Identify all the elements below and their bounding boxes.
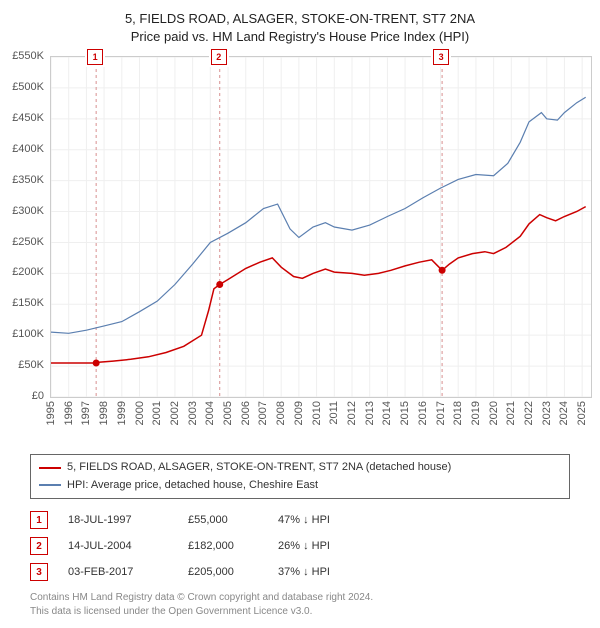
title-line-1: 5, FIELDS ROAD, ALSAGER, STOKE-ON-TRENT,… [8, 10, 592, 28]
event-marker-badge: 1 [87, 49, 103, 65]
y-tick-label: £0 [32, 390, 44, 402]
x-tick-label: 2016 [417, 401, 429, 425]
x-tick-label: 2018 [452, 401, 464, 425]
x-tick-label: 2009 [293, 401, 305, 425]
event-price: £55,000 [188, 514, 258, 526]
x-tick-label: 2004 [204, 401, 216, 425]
x-tick-label: 2023 [541, 401, 553, 425]
event-row: 3 03-FEB-2017 £205,000 37% ↓ HPI [30, 559, 570, 585]
event-marker-badge: 3 [433, 49, 449, 65]
footer-line-2: This data is licensed under the Open Gov… [30, 605, 570, 619]
footer-attribution: Contains HM Land Registry data © Crown c… [30, 591, 570, 618]
x-tick-label: 2025 [576, 401, 588, 425]
x-tick-label: 2011 [328, 401, 340, 425]
event-delta: 26% ↓ HPI [278, 540, 378, 552]
legend-label: HPI: Average price, detached house, Ches… [67, 477, 318, 495]
y-tick-label: £150K [12, 297, 44, 309]
x-tick-label: 1998 [98, 401, 110, 425]
x-tick-label: 2022 [523, 401, 535, 425]
events-table: 1 18-JUL-1997 £55,000 47% ↓ HPI 2 14-JUL-2004… [30, 507, 570, 585]
y-tick-label: £50K [18, 359, 44, 371]
x-tick-label: 2014 [381, 401, 393, 425]
event-badge: 3 [30, 563, 48, 581]
x-tick-label: 1995 [45, 401, 57, 425]
y-tick-label: £300K [12, 205, 44, 217]
y-tick-label: £400K [12, 143, 44, 155]
x-tick-label: 2006 [240, 401, 252, 425]
event-price: £182,000 [188, 540, 258, 552]
legend-swatch [39, 484, 61, 486]
x-tick-label: 2008 [275, 401, 287, 425]
event-row: 2 14-JUL-2004 £182,000 26% ↓ HPI [30, 533, 570, 559]
x-tick-label: 2000 [134, 401, 146, 425]
y-tick-label: £500K [12, 81, 44, 93]
x-tick-label: 2013 [364, 401, 376, 425]
x-tick-label: 1996 [63, 401, 75, 425]
chart-title: 5, FIELDS ROAD, ALSAGER, STOKE-ON-TRENT,… [0, 0, 600, 51]
legend: 5, FIELDS ROAD, ALSAGER, STOKE-ON-TRENT,… [30, 454, 570, 499]
event-row: 1 18-JUL-1997 £55,000 47% ↓ HPI [30, 507, 570, 533]
event-date: 14-JUL-2004 [68, 540, 168, 552]
title-line-2: Price paid vs. HM Land Registry's House … [8, 28, 592, 46]
x-tick-label: 2003 [187, 401, 199, 425]
legend-item: HPI: Average price, detached house, Ches… [39, 477, 561, 495]
y-tick-label: £250K [12, 236, 44, 248]
x-tick-label: 2001 [151, 401, 163, 425]
x-tick-label: 2005 [222, 401, 234, 425]
x-tick-label: 2012 [346, 401, 358, 425]
y-tick-label: £100K [12, 328, 44, 340]
event-delta: 47% ↓ HPI [278, 514, 378, 526]
x-tick-label: 2020 [488, 401, 500, 425]
event-badge: 2 [30, 537, 48, 555]
x-tick-label: 2019 [470, 401, 482, 425]
x-tick-label: 2024 [558, 401, 570, 425]
y-tick-label: £550K [12, 50, 44, 62]
footer-line-1: Contains HM Land Registry data © Crown c… [30, 591, 570, 605]
x-tick-label: 2002 [169, 401, 181, 425]
x-tick-label: 2017 [435, 401, 447, 425]
x-tick-label: 2015 [399, 401, 411, 425]
y-tick-label: £450K [12, 112, 44, 124]
plot-svg [51, 57, 591, 397]
x-tick-label: 2010 [311, 401, 323, 425]
event-price: £205,000 [188, 566, 258, 578]
event-marker-badge: 2 [211, 49, 227, 65]
event-date: 03-FEB-2017 [68, 566, 168, 578]
legend-label: 5, FIELDS ROAD, ALSAGER, STOKE-ON-TRENT,… [67, 459, 451, 477]
plot-area [50, 56, 592, 398]
x-tick-label: 1997 [80, 401, 92, 425]
chart-container: 5, FIELDS ROAD, ALSAGER, STOKE-ON-TRENT,… [0, 0, 600, 618]
legend-item: 5, FIELDS ROAD, ALSAGER, STOKE-ON-TRENT,… [39, 459, 561, 477]
x-tick-label: 2021 [505, 401, 517, 425]
event-badge: 1 [30, 511, 48, 529]
y-tick-label: £350K [12, 174, 44, 186]
event-date: 18-JUL-1997 [68, 514, 168, 526]
event-delta: 37% ↓ HPI [278, 566, 378, 578]
chart-zone: £0 £50K £100K £150K £200K £250K £300K £350K £400… [0, 51, 600, 446]
x-tick-label: 2007 [257, 401, 269, 425]
y-tick-label: £200K [12, 266, 44, 278]
legend-swatch [39, 467, 61, 469]
x-tick-label: 1999 [116, 401, 128, 425]
